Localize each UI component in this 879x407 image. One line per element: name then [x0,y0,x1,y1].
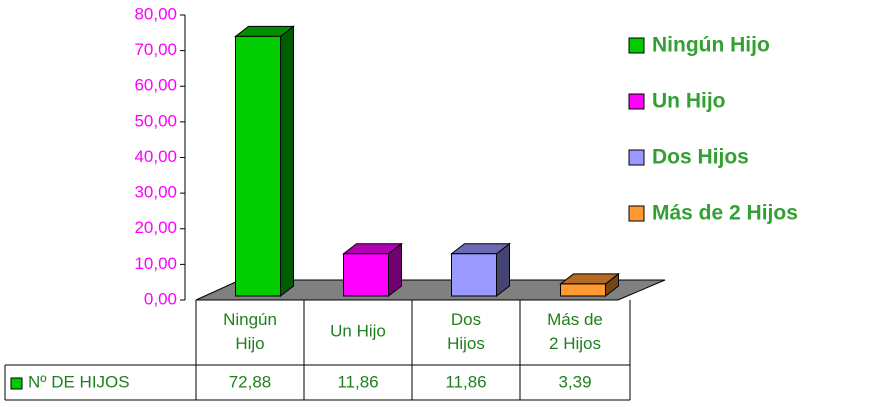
bar-front [343,253,389,297]
bar [559,272,620,298]
x-tick-label: Más de 2 Hijos [547,310,603,353]
legend-swatch [628,149,645,166]
y-tick-label: 20,00 [134,218,177,237]
floor [195,279,666,301]
y-tick-label: 10,00 [134,254,177,273]
series-name: Nº DE HIJOS [28,372,130,391]
legend-swatch [628,205,645,222]
value-label: 11,86 [445,372,486,391]
x-tick-label: Un Hijo [330,321,386,340]
legend-label: Dos Hijos [652,146,749,169]
x-tick-label: Ningún Hijo [223,310,277,353]
legend-swatch [10,377,23,390]
y-tick-label: 60,00 [134,76,177,95]
legend-swatch [628,93,645,110]
legend-label: Más de 2 Hijos [652,202,798,225]
bar [450,242,511,298]
bar-front [560,283,606,297]
bar [234,25,295,298]
y-tick-label: 70,00 [134,40,177,59]
y-tick-label: 40,00 [134,147,177,166]
bar-side [280,25,294,298]
legend-swatch [628,37,645,54]
bar-front [235,35,281,297]
legend-label: Ningún Hijo [652,34,770,57]
bar [342,242,403,298]
y-tick-label: 50,00 [134,111,177,130]
x-tick-label: Dos Hijos [447,310,485,353]
y-tick-label: 30,00 [134,183,177,202]
y-tick-label: 80,00 [134,4,177,23]
value-label: 3,39 [558,372,591,391]
bar-front [451,253,497,297]
legend-label: Un Hijo [652,90,726,113]
value-label: 72,88 [229,372,272,391]
value-label: 11,86 [337,372,378,391]
y-tick-label: 0,00 [144,289,177,308]
